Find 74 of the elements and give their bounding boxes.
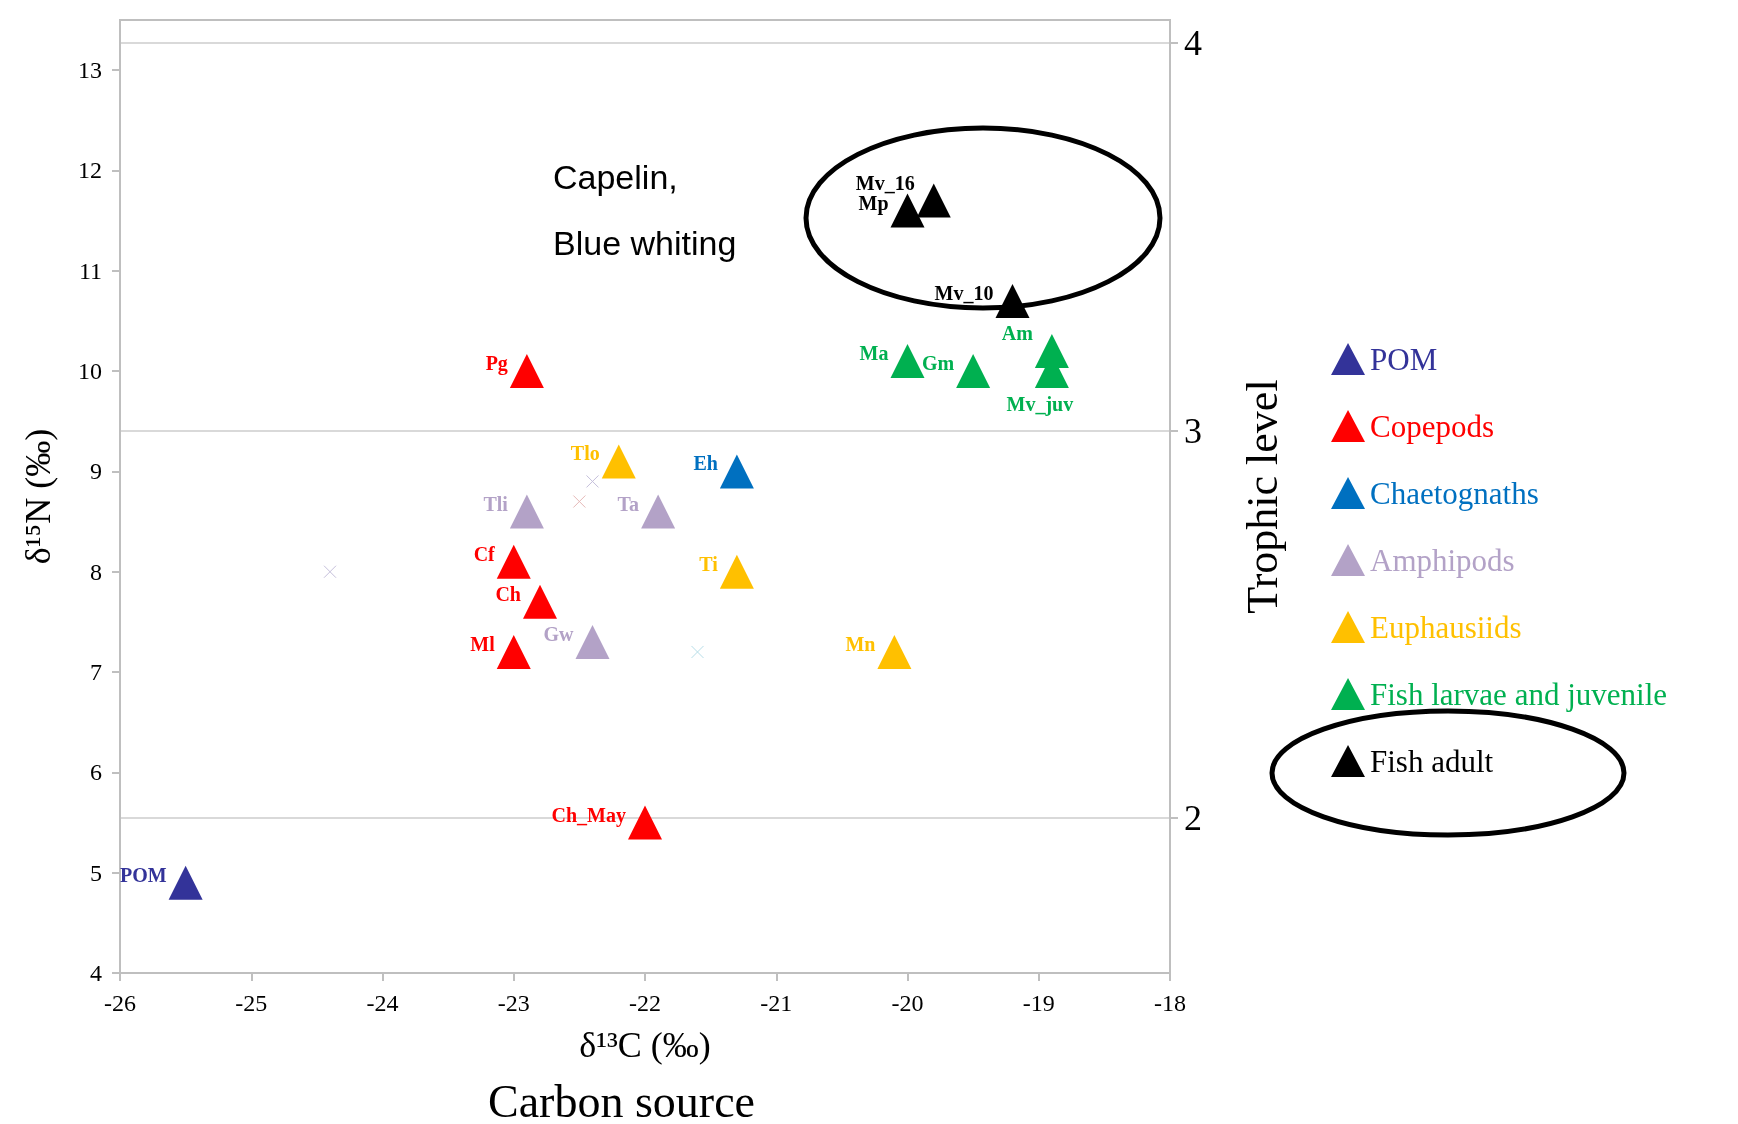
point — [956, 354, 991, 389]
x-tick-label: -22 — [629, 990, 661, 1016]
point — [719, 554, 754, 589]
y2-tick-label: 4 — [1184, 23, 1202, 64]
point — [877, 634, 912, 669]
y-tick-label: 8 — [90, 558, 102, 585]
annotation: POM — [119, 863, 167, 886]
y-tick-label: 4 — [90, 960, 102, 986]
x-tick-label: -21 — [760, 990, 793, 1016]
y-tick-label: 12 — [78, 157, 102, 184]
y-tick-label: 6 — [90, 759, 102, 786]
y-tick-label: 5 — [90, 859, 102, 886]
legend-label: POM — [1370, 341, 1438, 377]
point — [509, 494, 544, 529]
annotation: Am — [1001, 322, 1034, 345]
y-tick-label: 9 — [90, 458, 102, 485]
x-tick-label: -18 — [1154, 990, 1186, 1016]
point — [575, 624, 610, 659]
annotation: Tlo — [570, 442, 600, 465]
point — [509, 354, 544, 389]
point — [719, 454, 754, 489]
x-tick-label: -26 — [104, 990, 136, 1016]
point — [523, 584, 557, 619]
annotation: Ma — [859, 342, 889, 365]
x-axis-title: δ¹³C (‰) — [579, 1025, 711, 1065]
annotation: Cf — [473, 542, 496, 565]
x-tick-label: -25 — [235, 990, 268, 1016]
annotation: Ch — [495, 582, 521, 605]
annotation: Mv_10 — [934, 281, 994, 304]
annotation: Ml — [470, 632, 496, 655]
annotation: Mv_16 — [855, 171, 915, 194]
point — [641, 494, 676, 529]
text: Carbon source — [488, 1075, 755, 1124]
y-tick-label: 13 — [78, 57, 102, 84]
point — [323, 565, 337, 579]
x-tick-label: -19 — [1022, 990, 1055, 1016]
point — [572, 495, 586, 509]
point — [890, 344, 925, 379]
legend-label: Copepods — [1370, 408, 1494, 444]
x-tick-label: -20 — [891, 990, 924, 1016]
annotation: Ti — [699, 552, 719, 575]
annotation: Tli — [483, 492, 509, 515]
y-tick-label: 11 — [78, 257, 102, 284]
legend-label: Euphausiids — [1370, 609, 1522, 645]
y2-axis-title: Trophic level — [1237, 379, 1287, 614]
point — [916, 183, 951, 218]
legend-label: Fish adult — [1370, 743, 1494, 779]
y-tick-label: 7 — [90, 659, 102, 686]
y2-tick-label: 2 — [1184, 798, 1202, 839]
legend-label: Chaetognaths — [1370, 475, 1539, 511]
point — [496, 634, 531, 669]
annotation: Mn — [845, 632, 876, 655]
annotation: Capelin, Blue whiting — [553, 158, 737, 262]
point — [496, 544, 531, 579]
annotation: Gw — [543, 622, 575, 645]
annotation: Ch_May — [551, 803, 626, 827]
y2-tick-label: 3 — [1184, 410, 1202, 451]
annotation: Mv_juv — [1006, 393, 1074, 417]
legend-label: Amphipods — [1370, 542, 1515, 578]
annotation: Gm — [921, 352, 955, 375]
point — [168, 865, 203, 900]
y-axis-title: δ¹⁵N (‰) — [18, 428, 58, 565]
point — [601, 444, 636, 479]
annotation: Ta — [617, 492, 640, 515]
x-tick-label: -24 — [366, 990, 399, 1016]
point — [628, 805, 662, 840]
x-tick-label: -23 — [497, 990, 530, 1016]
point — [890, 193, 925, 228]
legend-label: Fish larvae and juvenile — [1370, 676, 1667, 712]
annotation: Pg — [485, 352, 508, 376]
point — [691, 645, 704, 659]
point — [995, 283, 1030, 318]
annotation: Eh — [693, 452, 718, 475]
y-tick-label: 10 — [78, 358, 102, 385]
